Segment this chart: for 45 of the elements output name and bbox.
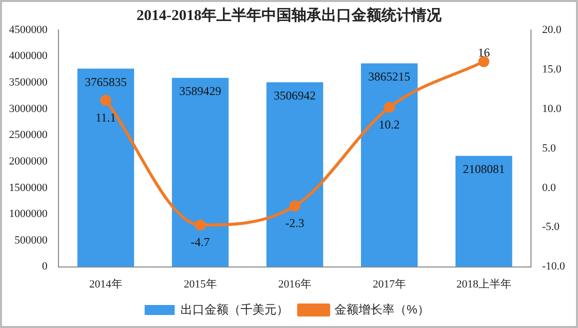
point [478,56,490,68]
x-tick-label: 2017年 [372,278,406,290]
y2-tick-label: 15.0 [542,63,562,76]
data-label: -2.3 [285,216,304,230]
y-tick-label: 4500000 [9,24,48,36]
legend-label: 金额增长率（%） [334,302,430,316]
x-tick-label: 2018上半年 [456,277,512,290]
point [289,200,300,212]
bar [360,63,418,267]
x-tick-label: 2016年 [278,278,312,290]
x-tick-label: 2014年 [89,278,122,290]
data-label: 10.2 [378,118,400,132]
data-label: -4.7 [190,235,210,250]
data-label: 16 [478,46,490,60]
y-tick-label: 1500000 [9,182,48,194]
bar [455,156,512,267]
data-label: 3765835 [84,74,127,89]
x-tick-label: 2015年 [184,278,217,290]
data-label: 3865215 [368,70,410,84]
point [384,102,395,113]
y2-tick-label: 5.0 [542,142,556,154]
y-tick-label: 2500000 [9,129,48,142]
data-label: 11.1 [95,110,116,124]
y-tick-label: 2000000 [9,155,48,168]
bar [77,68,134,267]
bar [266,82,324,267]
y2-tick-label: 20.0 [542,24,562,36]
y2-tick-label: 10.0 [542,102,562,115]
data-label: 3506942 [274,88,316,102]
chart-title: 2014-2018年上半年中国轴承出口金额统计情况 [136,6,442,25]
y2-tick-label: 0.0 [542,182,556,194]
y-tick-label: 3500000 [9,76,48,89]
y2-tick-label: -5.0 [542,221,560,234]
y-tick-label: 500000 [14,234,48,246]
point [194,219,206,230]
data-label: 2108081 [462,162,505,176]
y-tick-label: 1000000 [9,208,48,220]
point [100,94,112,106]
y2-tick-label: -10.0 [542,260,566,273]
y-tick-label: 3000000 [9,102,48,115]
y-tick-label: 4000000 [9,50,48,62]
y-tick-label: 0 [42,260,48,273]
bar [172,78,229,267]
data-label: 3589429 [179,84,222,98]
legend-label: 出口金额（千美元） [180,302,289,316]
